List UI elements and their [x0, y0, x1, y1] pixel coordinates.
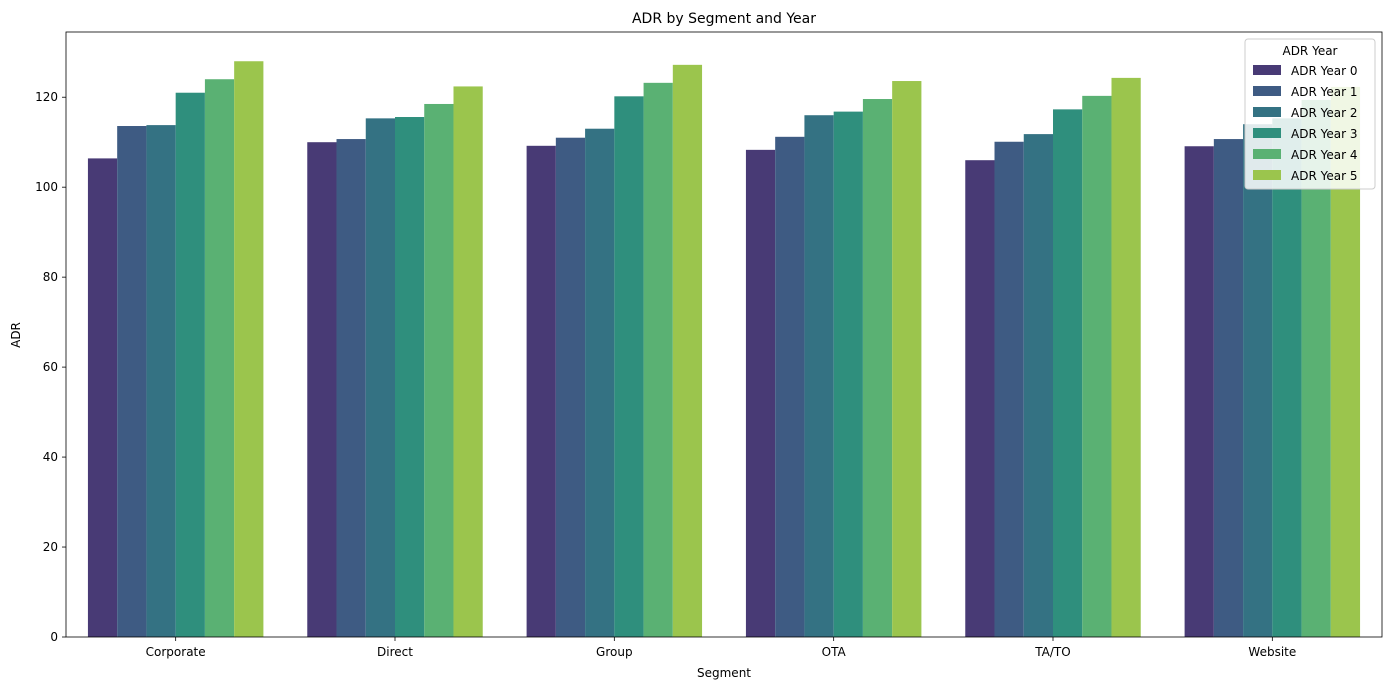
bar	[745, 149, 776, 637]
bar	[585, 128, 615, 637]
plot-area: 0 20 40 60 80 100 120 Corporate Direct Group OTA TA…	[35, 31, 1383, 659]
legend: ADR Year ADR Year 0 ADR Year 1 ADR Year 2 AD…	[1244, 38, 1376, 190]
y-tick-label: 20	[43, 540, 58, 554]
x-tick-label: OTA	[822, 645, 847, 659]
legend-label: ADR Year 4	[1291, 148, 1357, 162]
bar	[117, 126, 147, 637]
bar	[336, 139, 366, 637]
legend-swatch	[1253, 170, 1281, 180]
bar	[555, 137, 586, 637]
bar	[1082, 95, 1112, 638]
y-tick-label: 60	[43, 360, 58, 374]
y-tick-label: 120	[35, 90, 58, 104]
bar	[775, 136, 805, 637]
x-axis-label: Segment	[697, 666, 751, 680]
x-tick-label: Direct	[377, 645, 413, 659]
x-tick-label: Corporate	[146, 645, 206, 659]
bar	[365, 118, 395, 638]
legend-swatch	[1253, 65, 1281, 75]
y-tick-label: 80	[43, 270, 58, 284]
bar	[1213, 139, 1244, 637]
bar	[804, 115, 834, 638]
y-tick-label: 100	[35, 180, 58, 194]
bar	[424, 103, 454, 638]
legend-swatch	[1253, 128, 1281, 138]
bar	[526, 145, 556, 638]
legend-title: ADR Year	[1282, 44, 1337, 58]
bar	[307, 142, 337, 637]
bar	[965, 160, 995, 637]
legend-label: ADR Year 3	[1291, 127, 1357, 141]
legend-swatch	[1253, 149, 1281, 159]
bar	[643, 82, 673, 637]
bar	[833, 111, 863, 638]
legend-label: ADR Year 0	[1291, 64, 1357, 78]
bar	[453, 86, 483, 638]
bar	[1243, 124, 1273, 637]
bar	[892, 81, 922, 637]
bar	[672, 64, 703, 638]
bar	[395, 117, 425, 637]
legend-swatch	[1253, 107, 1281, 117]
legend-label: ADR Year 1	[1291, 85, 1357, 99]
y-tick-label: 0	[50, 630, 58, 644]
bar	[87, 158, 118, 637]
bar	[234, 61, 264, 638]
x-tick-label: Group	[596, 645, 633, 659]
bar	[1272, 118, 1302, 638]
y-axis-label: ADR	[9, 322, 23, 348]
bar	[614, 96, 644, 637]
axes-frame	[65, 31, 1383, 638]
bar	[175, 92, 205, 638]
x-tick-label: TA/TO	[1034, 645, 1070, 659]
bar	[1111, 77, 1141, 637]
bar	[1023, 134, 1053, 638]
bar	[1184, 146, 1214, 637]
legend-swatch	[1253, 86, 1281, 96]
bar	[862, 99, 893, 637]
bar	[204, 79, 235, 638]
bar	[1053, 109, 1083, 638]
legend-label: ADR Year 5	[1291, 169, 1357, 183]
bar	[146, 125, 176, 638]
legend-label: ADR Year 2	[1291, 106, 1357, 120]
y-tick-label: 40	[43, 450, 58, 464]
x-tick-label: Website	[1248, 645, 1296, 659]
bar	[994, 141, 1024, 637]
chart-title: ADR by Segment and Year	[632, 11, 816, 27]
